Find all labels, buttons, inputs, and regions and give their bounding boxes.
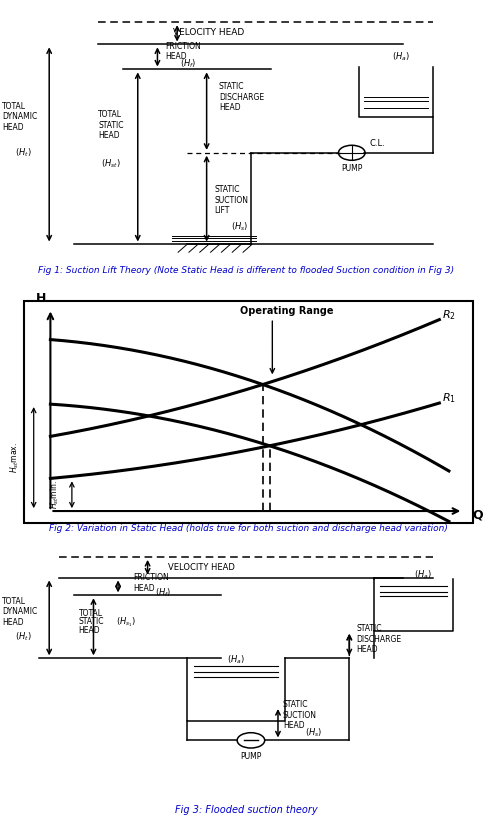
Text: Fig 2: Variation in Static Head (holds true for both suction and discharge head : Fig 2: Variation in Static Head (holds t… bbox=[49, 524, 448, 533]
FancyBboxPatch shape bbox=[24, 301, 473, 523]
Text: $( H_s )$: $( H_s )$ bbox=[305, 726, 322, 739]
Text: FRICTION
HEAD: FRICTION HEAD bbox=[133, 574, 169, 592]
Text: $( H_a )$: $( H_a )$ bbox=[227, 654, 245, 666]
Text: STATIC
SUCTION
HEAD: STATIC SUCTION HEAD bbox=[283, 700, 317, 730]
Text: $( H_a )$: $( H_a )$ bbox=[414, 569, 432, 581]
Text: Fig 1: Suction Lift Theory (Note Static Head is different to flooded Suction con: Fig 1: Suction Lift Theory (Note Static … bbox=[38, 266, 454, 275]
Text: VELOCITY HEAD: VELOCITY HEAD bbox=[174, 29, 245, 38]
Text: PUMP: PUMP bbox=[341, 163, 363, 172]
Text: $( H_a )$: $( H_a )$ bbox=[392, 51, 410, 64]
Text: STATIC
DISCHARGE
HEAD: STATIC DISCHARGE HEAD bbox=[357, 624, 402, 654]
Text: TOTAL: TOTAL bbox=[79, 609, 103, 618]
Text: FRICTION
HEAD: FRICTION HEAD bbox=[165, 42, 201, 61]
Text: $( H_t )$: $( H_t )$ bbox=[15, 146, 31, 159]
Text: HEAD: HEAD bbox=[79, 626, 100, 635]
Text: $H_{st}$max.: $H_{st}$max. bbox=[8, 442, 21, 473]
Text: $( H_f )$: $( H_f )$ bbox=[180, 57, 196, 69]
Text: $R_2$: $R_2$ bbox=[442, 308, 456, 322]
Text: STATIC
DISCHARGE
HEAD: STATIC DISCHARGE HEAD bbox=[219, 83, 264, 112]
Text: STATIC: STATIC bbox=[79, 617, 104, 626]
Text: H: H bbox=[36, 292, 46, 305]
Text: $( H_t )$: $( H_t )$ bbox=[15, 630, 31, 643]
Text: $( H_{st} )$: $( H_{st} )$ bbox=[101, 158, 121, 170]
Text: C.L.: C.L. bbox=[369, 139, 385, 148]
Text: STATIC
SUCTION
LIFT: STATIC SUCTION LIFT bbox=[214, 185, 248, 215]
Text: $( H_f )$: $( H_f )$ bbox=[155, 587, 171, 600]
Text: PUMP: PUMP bbox=[240, 752, 262, 761]
Text: Operating Range: Operating Range bbox=[240, 306, 334, 316]
Text: TOTAL
DYNAMIC
HEAD: TOTAL DYNAMIC HEAD bbox=[2, 102, 38, 132]
Text: $R_1$: $R_1$ bbox=[442, 391, 456, 405]
Text: $H_{st}$min.: $H_{st}$min. bbox=[49, 480, 62, 509]
Text: $( H_{s_1} )$: $( H_{s_1} )$ bbox=[116, 616, 136, 629]
Text: VELOCITY HEAD: VELOCITY HEAD bbox=[168, 563, 235, 572]
Text: Fig 3: Flooded suction theory: Fig 3: Flooded suction theory bbox=[175, 806, 317, 815]
Text: Q: Q bbox=[473, 508, 483, 521]
Text: TOTAL
DYNAMIC
HEAD: TOTAL DYNAMIC HEAD bbox=[2, 597, 38, 627]
Text: TOTAL
STATIC
HEAD: TOTAL STATIC HEAD bbox=[98, 110, 124, 140]
Text: $( H_s )$: $( H_s )$ bbox=[231, 220, 248, 233]
